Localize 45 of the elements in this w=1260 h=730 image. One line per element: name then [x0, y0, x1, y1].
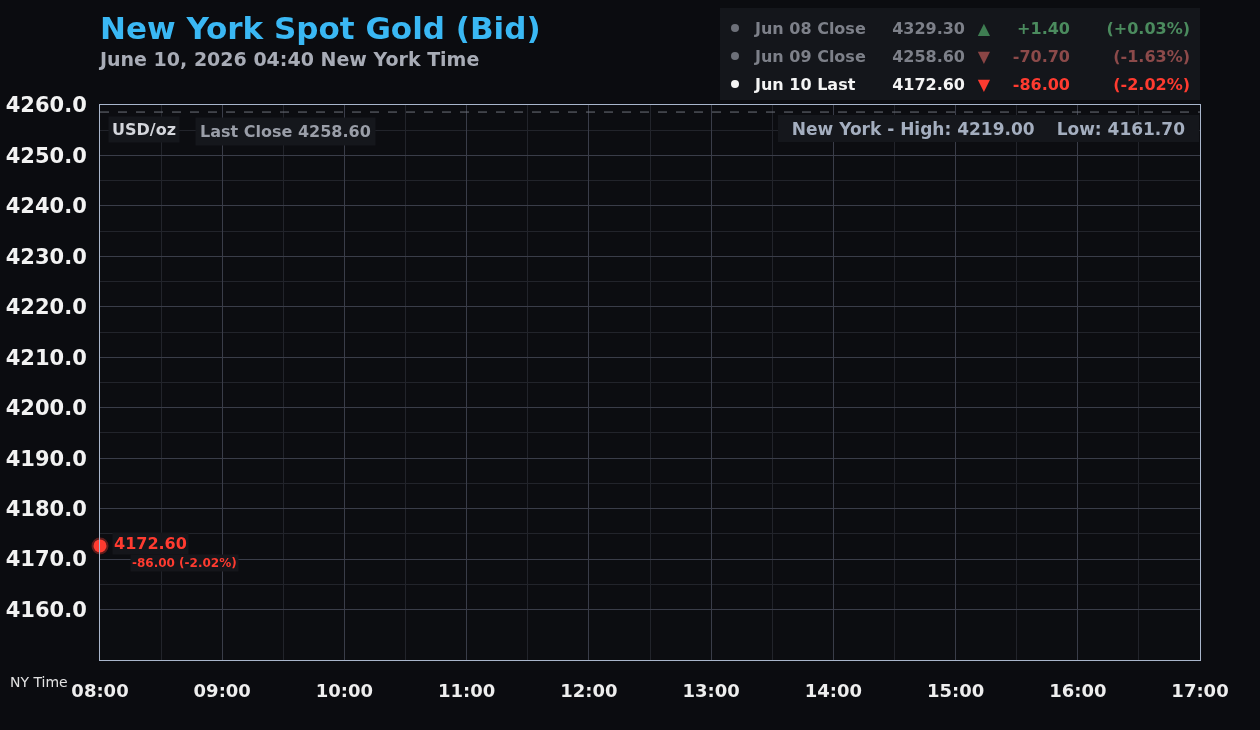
x-tick-label: 17:00 — [1171, 679, 1229, 701]
y-tick-label: 4250.0 — [5, 143, 87, 168]
x-tick-label: 12:00 — [560, 679, 618, 701]
y-tick-label: 4220.0 — [5, 295, 87, 320]
x-tick-label: 08:00 — [71, 679, 129, 701]
ref-line-label: Last Close 4258.60 — [200, 122, 371, 141]
data-label: 4172.60 — [114, 534, 187, 553]
y-tick-label: 4180.0 — [5, 496, 87, 521]
text: (-2.02%) — [1112, 74, 1190, 94]
x-axis-title: NY Time — [10, 674, 68, 690]
y-tick-label: 4260.0 — [5, 93, 87, 118]
y-tick-label: 4230.0 — [5, 244, 87, 269]
x-tick-label: 14:00 — [804, 679, 862, 701]
text: Jun 08 Close — [755, 18, 867, 38]
y-tick-label: 4240.0 — [5, 194, 87, 219]
x-tick-label: 11:00 — [438, 679, 496, 701]
x-tick-label: 09:00 — [193, 679, 251, 701]
y-axis-title: USD/oz — [112, 120, 176, 139]
annotation: -86.00 (-2.02%) — [132, 556, 237, 570]
chart-title: New York Spot Gold (Bid) — [100, 10, 541, 46]
text: Jun 10 Last — [755, 74, 857, 94]
x-tick-label: 13:00 — [682, 679, 740, 701]
text: 4329.30 — [891, 18, 965, 38]
text: +1.40 — [1016, 18, 1070, 38]
text: ▼ — [976, 74, 992, 94]
text: (-1.63%) — [1112, 46, 1190, 66]
x-tick-label: 10:00 — [315, 679, 374, 701]
text: 4258.60 — [891, 46, 965, 66]
annotation: Low: 4161.70 — [1056, 118, 1185, 139]
y-tick-label: 4200.0 — [5, 396, 87, 421]
chart-subtitle: June 10, 2026 04:40 New York Time — [100, 48, 480, 70]
text: 4172.60 — [891, 74, 965, 94]
x-tick-label: 16:00 — [1049, 679, 1107, 701]
y-tick-label: 4210.0 — [5, 345, 87, 370]
text: -86.00 — [1011, 74, 1070, 94]
text: -70.70 — [1011, 46, 1070, 66]
annotation: New York - High: 4219.00 — [791, 118, 1035, 139]
text: (+0.03%) — [1105, 18, 1190, 38]
y-tick-label: 4170.0 — [5, 547, 87, 572]
text: Jun 09 Close — [755, 46, 867, 66]
x-tick-label: 15:00 — [926, 679, 985, 701]
text: ▼ — [976, 46, 992, 66]
y-tick-label: 4160.0 — [5, 597, 87, 622]
text: ▲ — [976, 18, 992, 38]
y-tick-label: 4190.0 — [5, 446, 87, 471]
